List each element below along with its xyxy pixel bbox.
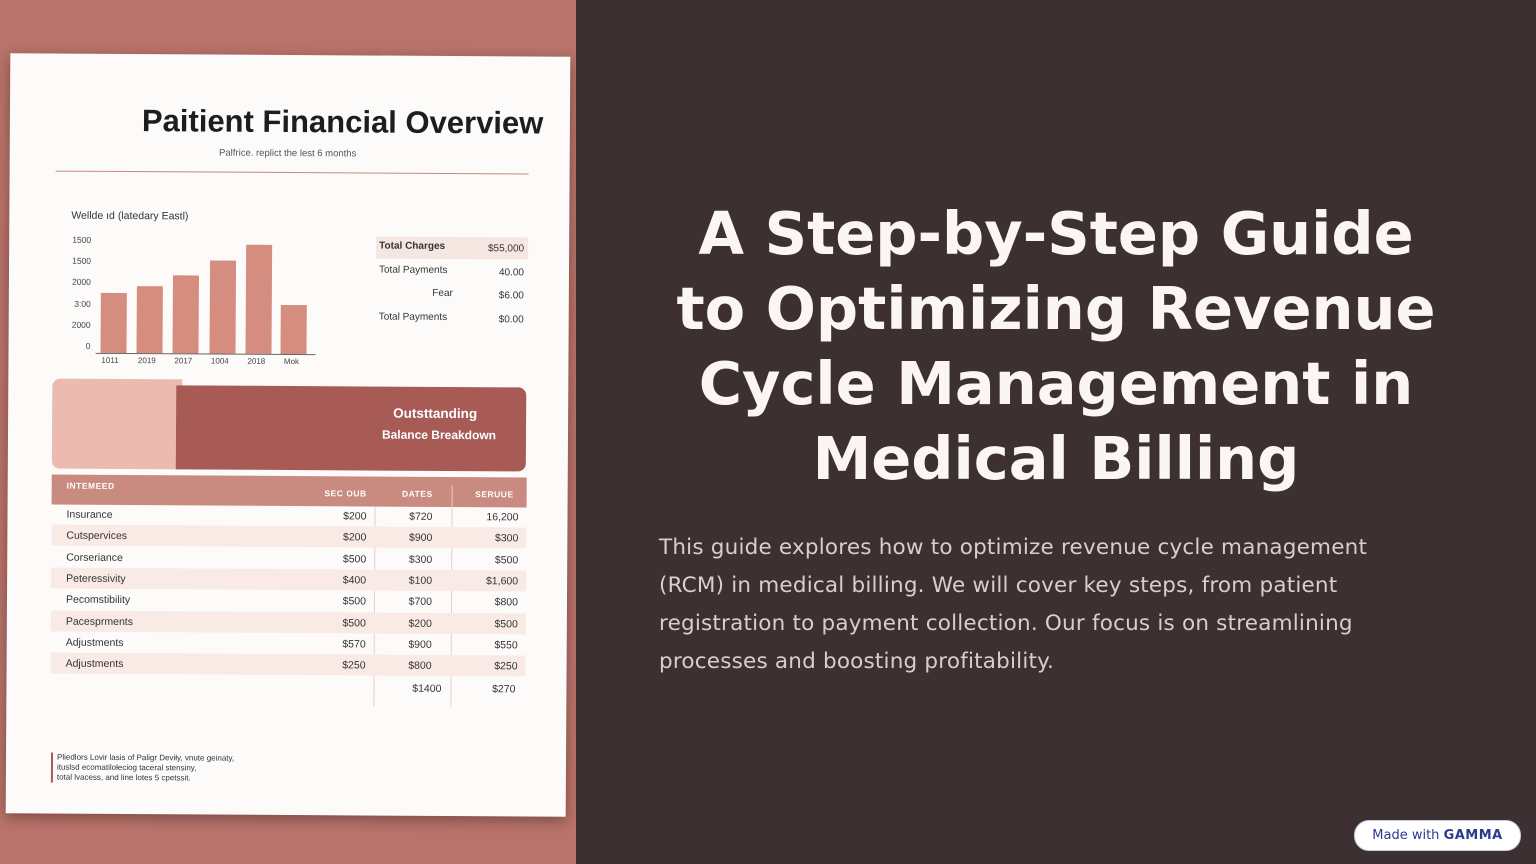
table-row-label: Insurance [66,508,113,521]
table-cell: $550 [494,639,518,652]
y-label: 1500 [72,234,92,245]
table-cell: $200 [343,510,367,523]
bar [100,292,127,354]
banner-line: Balance Breakdown [381,427,497,443]
table-cell: $250 [494,660,518,673]
bar [280,304,307,355]
made-with-badge[interactable]: Made with GAMMA [1354,820,1521,851]
table-cell: 16,200 [486,511,519,524]
doc-title: Paitient Financial Overview [141,103,544,141]
table-cell: $900 [408,638,432,651]
summary-label: Total Payments [378,311,448,323]
footnote-bar [50,752,54,783]
table-cell: $570 [342,638,366,651]
x-axis [95,352,316,356]
table-cell: $700 [408,595,433,609]
table-row-label: Cutspervices [66,529,128,543]
table-cell: $500 [494,553,519,567]
table-cell: $800 [494,596,519,609]
image-panel: Paitient Financial Overview Palfrice. rep… [0,0,576,864]
table-cell: $500 [342,552,367,566]
table-header-bg [51,474,527,508]
table-cell: $250 [342,659,366,672]
table-cell: $200 [408,617,432,630]
y-label: 0 [85,340,91,351]
table-total: $270 [492,683,516,696]
bar [209,260,237,354]
table-row-label: Pacesprments [65,615,134,628]
content-panel: A Step-by-Step Guide to Optimizing Reven… [576,0,1536,864]
table-row-label: Adjustments [65,657,124,671]
summary-label: Total Charges [379,240,446,252]
table-cell: $100 [408,574,433,587]
chart-title: Wellde ıd (latedary Eastl) [71,209,189,223]
doc-subtitle: Palfrice. replict the lest 6 months [219,147,357,160]
y-label: 1500 [72,255,92,266]
rule [55,170,529,175]
table-header: INTEMEED [66,480,115,491]
y-label: 3:00 [74,298,91,309]
table-cell: $900 [408,532,433,545]
table-cell: $200 [342,531,367,544]
summary-label: Fear [432,287,453,300]
table-row-label: Peteressivity [66,572,126,585]
y-label: 2000 [71,319,91,330]
table-cell: $500 [342,616,366,629]
table-total: $1400 [412,682,442,695]
table-row-label: Corseriance [66,551,123,564]
table-cell: $300 [408,553,433,566]
table-row-label: Pecomstibility [65,593,131,607]
document-image: Paitient Financial Overview Palfrice. rep… [5,53,571,817]
slide-title: A Step-by-Step Guide to Optimizing Reven… [676,199,1436,493]
table-cell: $1,600 [485,575,519,588]
bar [172,275,199,354]
table-cell: $500 [342,595,367,608]
footnote: ituslsd ecomatilołeciog taceral stensiny… [56,762,197,773]
badge-brand: GAMMA [1443,828,1503,843]
banner-line: Outsttanding [393,405,478,422]
bar [245,244,273,354]
table-cell: $720 [409,510,433,523]
summary-value: 40.00 [498,266,525,278]
table-header: DATES [401,488,433,499]
table-header: SEC OUB [324,488,367,499]
summary-value: $55,000 [487,243,525,255]
badge-prefix: Made with [1372,828,1440,843]
table-cell: $400 [342,574,367,587]
table-cell: $300 [494,532,519,545]
footnote: total lvacess, and line lotes 5 cpetssit… [56,772,191,783]
summary-value: $6.00 [498,290,524,302]
table-cell: $500 [494,617,518,630]
bar [136,286,163,354]
y-label: 2000 [71,277,91,288]
slide-body: This guide explores how to optimize reve… [659,535,1368,674]
summary-value: $0.00 [498,313,524,325]
banner-left [51,378,183,470]
summary-label: Total Payments [378,264,448,276]
footnote: Pliedlors Lovir lasis of Paligr Deviły, … [57,752,235,763]
table-cell: $800 [408,659,432,672]
table-header: SERUUE [475,489,514,500]
table-row-label: Adjustments [65,636,124,649]
